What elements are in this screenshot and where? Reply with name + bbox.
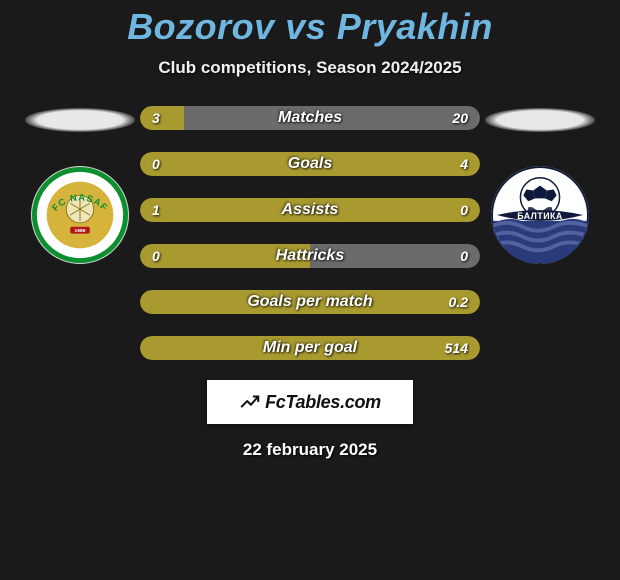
bar-track: [140, 152, 480, 176]
left-player-col: FC NASAF 1986: [20, 106, 140, 264]
page-title: Bozorov vs Pryakhin: [127, 6, 493, 48]
player-shadow-left: [25, 108, 135, 132]
club-logo-left: FC NASAF 1986: [31, 166, 129, 264]
stat-bar: Assists10: [140, 198, 480, 222]
svg-text:БАЛТИКА: БАЛТИКА: [517, 211, 563, 221]
baltika-logo-icon: БАЛТИКА: [491, 166, 589, 264]
bar-track: [140, 244, 480, 268]
bar-track: [140, 290, 480, 314]
stat-bar: Min per goal514: [140, 336, 480, 360]
date-text: 22 february 2025: [243, 440, 377, 460]
stat-bar: Hattricks00: [140, 244, 480, 268]
subtitle: Club competitions, Season 2024/2025: [158, 58, 461, 78]
watermark-text: FcTables.com: [265, 392, 381, 413]
bar-track: [140, 198, 480, 222]
stat-bar: Goals04: [140, 152, 480, 176]
player-shadow-right: [485, 108, 595, 132]
svg-text:1986: 1986: [75, 228, 86, 234]
bar-track: [140, 336, 480, 360]
comparison-row: FC NASAF 1986 Matches320 Goals04 Assists10…: [0, 106, 620, 360]
fc-nasaf-logo-icon: FC NASAF 1986: [31, 166, 129, 264]
chart-icon: [239, 391, 261, 413]
right-player-col: БАЛТИКА: [480, 106, 600, 264]
stats-bars: Matches320 Goals04 Assists10 Hattricks00 Goa…: [140, 106, 480, 360]
club-logo-right: БАЛТИКА: [491, 166, 589, 264]
watermark: FcTables.com: [207, 380, 413, 424]
stat-bar: Matches320: [140, 106, 480, 130]
root: Bozorov vs Pryakhin Club competitions, S…: [0, 0, 620, 580]
stat-bar: Goals per match0.2: [140, 290, 480, 314]
bar-track: [140, 106, 480, 130]
